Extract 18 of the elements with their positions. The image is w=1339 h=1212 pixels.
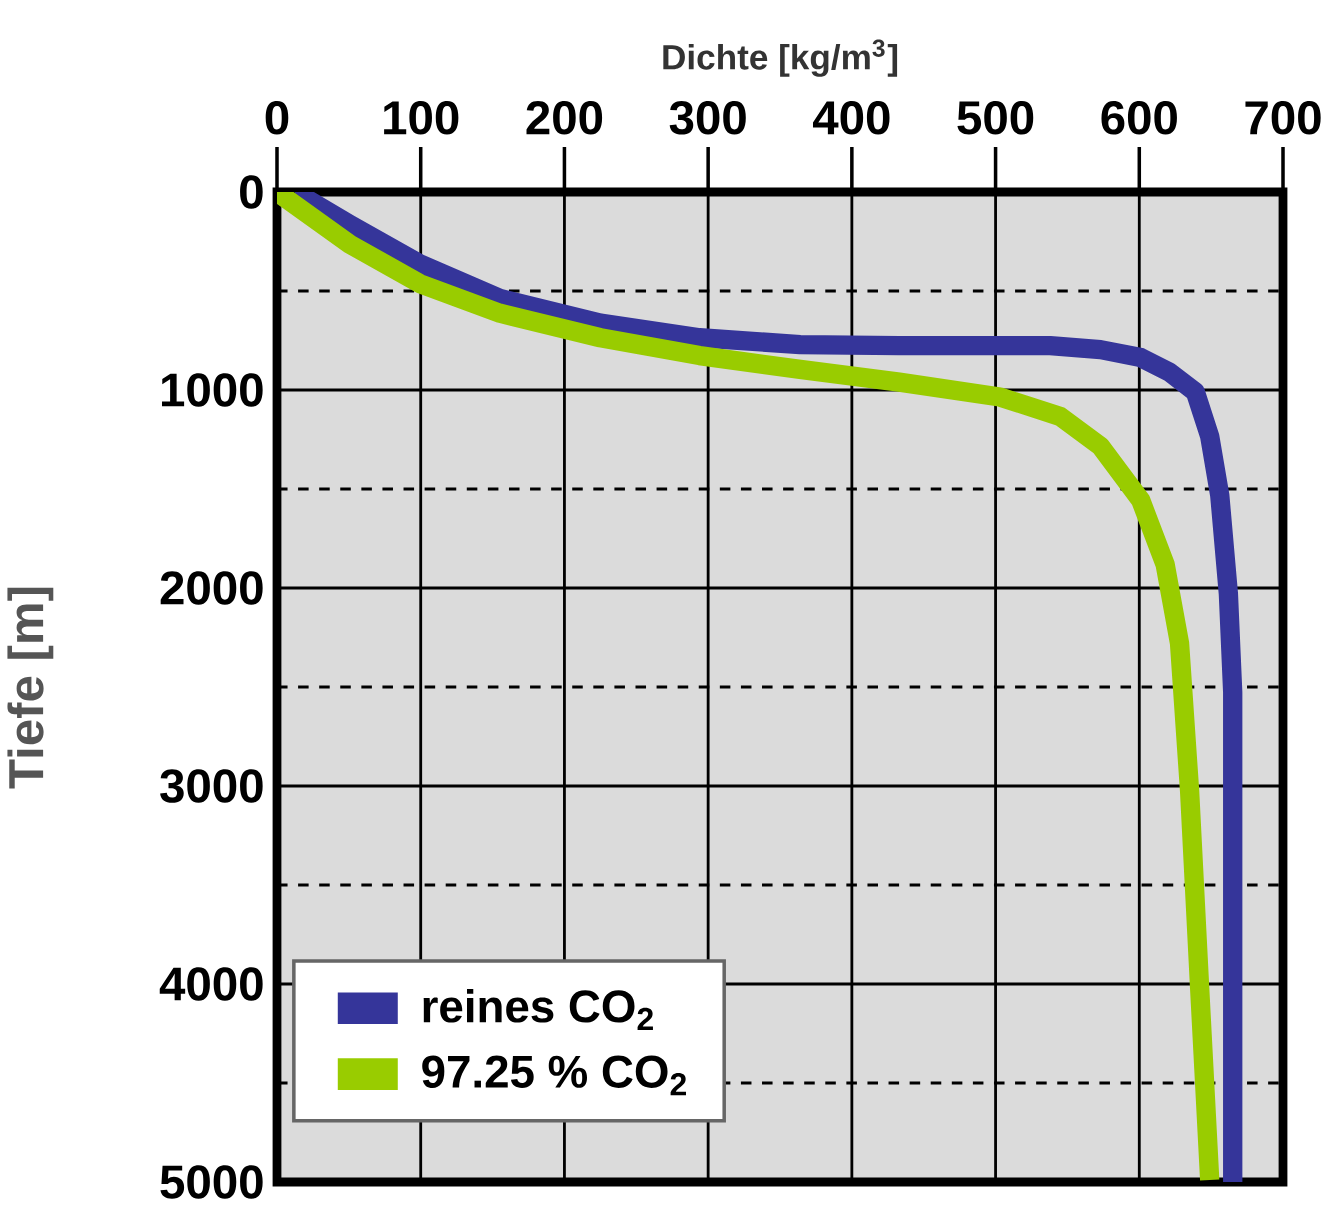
x-tick-label: 300 (669, 100, 746, 135)
legend-label: 97.25 % CO$_{2}$ (422, 1055, 686, 1096)
y-tick-label: 5000 (160, 1165, 263, 1199)
legend-label: reines CO$_{2}$ (423, 989, 653, 1030)
y-tick-label: 2000 (160, 571, 263, 605)
x-tick-label: 400 (813, 101, 890, 135)
x-tick-label: 200 (526, 101, 603, 135)
x-tick-label: 0 (265, 101, 289, 135)
x-axis-title: Dichte [kg/m$^{3}$] (663, 39, 898, 77)
x-tick-label: 500 (957, 101, 1034, 135)
y-tick-label: 4000 (159, 967, 263, 1001)
y-tick-label: 1000 (162, 373, 263, 407)
x-tick-label: 100 (384, 101, 459, 135)
x-tick-label: 600 (1101, 101, 1177, 135)
x-tick-label: 700 (1245, 101, 1321, 135)
y-tick-label: 3000 (160, 769, 263, 803)
y-axis-title: Tiefe [m] (7, 587, 54, 789)
y-tick-label: 0 (240, 175, 263, 209)
